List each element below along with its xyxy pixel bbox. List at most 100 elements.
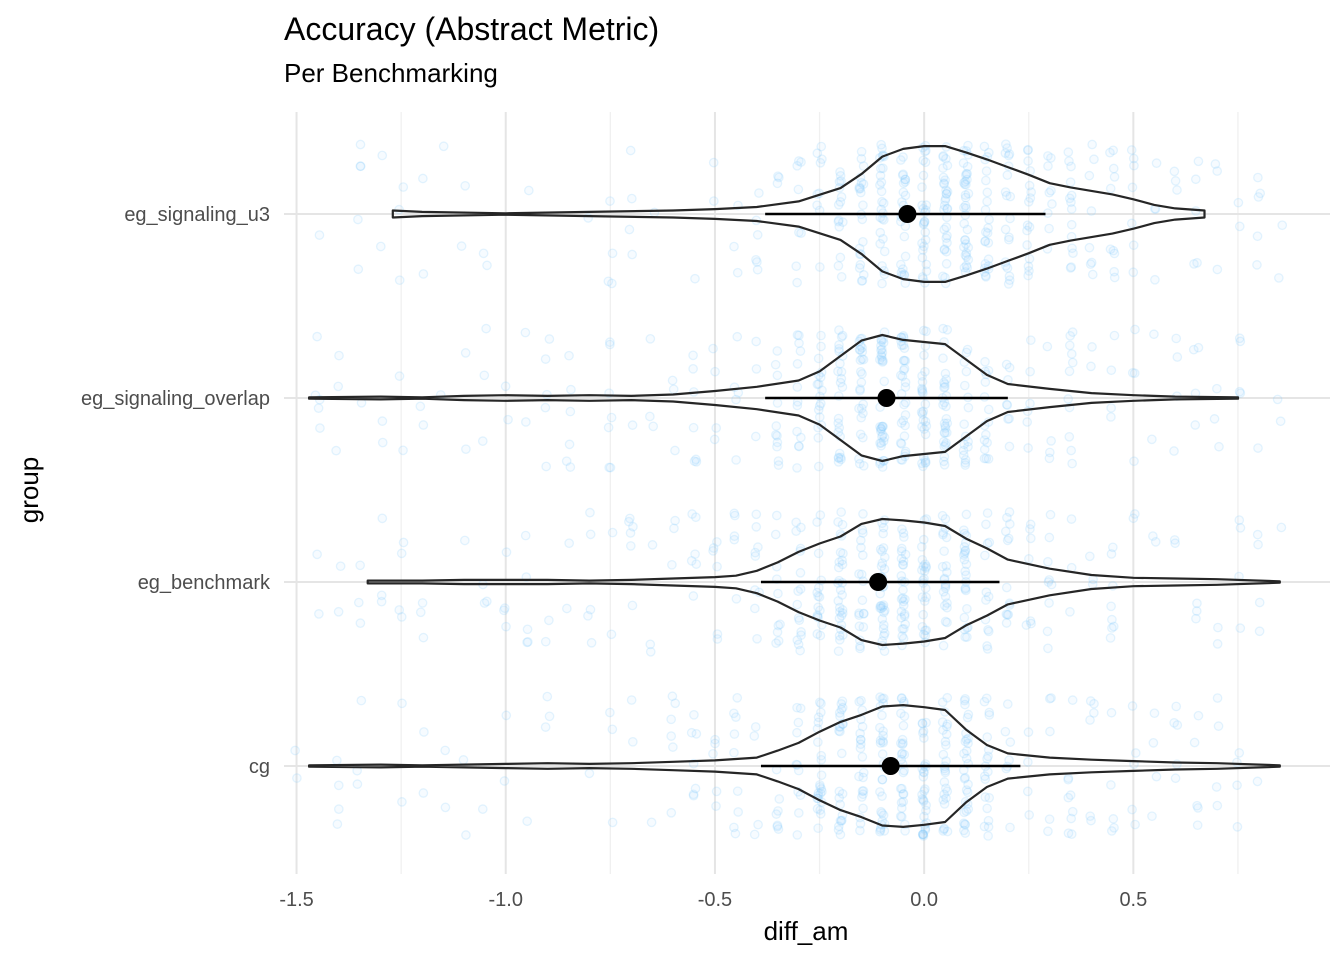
jitter-point — [983, 254, 994, 265]
jitter-point — [876, 603, 887, 614]
jitter-point — [415, 401, 426, 412]
jitter-point — [878, 600, 889, 610]
jitter-point — [771, 638, 781, 649]
jitter-point — [921, 326, 931, 337]
jitter-point — [939, 179, 949, 189]
jitter-point — [627, 600, 638, 611]
jitter-point — [1046, 153, 1056, 163]
jitter-point — [918, 534, 929, 545]
jitter-point — [896, 570, 907, 581]
y-tick-label: cg — [249, 756, 270, 778]
jitter-point — [941, 188, 952, 199]
jitter-point — [959, 179, 970, 190]
jitter-point — [896, 612, 907, 623]
jitter-point — [963, 254, 974, 265]
jitter-point — [398, 182, 409, 192]
jitter-point — [1172, 759, 1182, 770]
jitter-point — [837, 559, 848, 570]
jitter-point — [896, 267, 907, 278]
jitter-point — [1023, 261, 1034, 272]
jitter-point — [857, 550, 868, 561]
jitter-point — [1003, 533, 1014, 544]
jitter-point — [876, 806, 886, 817]
jitter-point — [689, 456, 700, 467]
jitter-point — [750, 551, 761, 561]
jitter-point — [835, 197, 846, 207]
jitter-point — [878, 337, 889, 348]
jitter-point — [1002, 535, 1013, 546]
jitter-point — [836, 699, 847, 709]
jitter-point — [1126, 218, 1137, 229]
jitter-point — [918, 575, 928, 586]
chart-title: Accuracy (Abstract Metric) — [284, 11, 659, 47]
y-tick-label: eg_signaling_overlap — [81, 388, 270, 410]
jitter-point — [898, 187, 909, 198]
jitter-point — [879, 630, 889, 641]
jitter-point — [834, 786, 845, 797]
jitter-point — [959, 695, 970, 706]
jitter-point — [314, 609, 324, 619]
jitter-point — [938, 725, 948, 735]
jitter-point — [835, 726, 845, 737]
jitter-point — [939, 427, 950, 438]
jitter-point — [877, 196, 887, 207]
jitter-point — [921, 561, 932, 572]
jitter-point — [1275, 416, 1286, 427]
jitter-point — [939, 789, 950, 800]
jitter-point — [1192, 800, 1202, 811]
jitter-point — [940, 175, 950, 186]
jitter-point — [732, 692, 743, 703]
jitter-point — [983, 404, 994, 415]
jitter-point — [918, 629, 929, 640]
jitter-point — [834, 602, 845, 613]
jitter-point — [938, 323, 948, 334]
jitter-point — [979, 444, 990, 455]
jitter-point — [917, 238, 927, 249]
jitter-point — [461, 444, 471, 455]
jitter-point — [959, 748, 969, 759]
jitter-point — [1066, 219, 1077, 230]
jitter-point — [962, 632, 972, 642]
jitter-point — [1193, 156, 1204, 167]
jitter-point — [856, 542, 866, 553]
jitter-point — [792, 277, 802, 288]
jitter-point — [1147, 811, 1157, 822]
jitter-point — [963, 738, 973, 749]
jitter-point — [898, 178, 909, 189]
jitter-point — [522, 637, 532, 648]
jitter-point — [960, 454, 971, 465]
jitter-point — [961, 203, 971, 214]
jitter-point — [855, 728, 865, 739]
jitter-point — [897, 524, 907, 535]
jitter-point — [1002, 143, 1013, 153]
jitter-point — [690, 783, 701, 794]
jitter-point — [961, 260, 972, 271]
jitter-point — [793, 808, 804, 818]
jitter-point — [812, 148, 823, 159]
jitter-point — [854, 610, 864, 620]
jitter-point — [833, 413, 844, 424]
jitter-point — [1003, 150, 1014, 161]
jitter-point — [1252, 231, 1263, 242]
violins — [308, 145, 1281, 828]
jitter-point — [878, 693, 889, 704]
jitter-point — [896, 693, 907, 703]
jitter-point — [876, 350, 887, 361]
jitter-point — [835, 377, 846, 388]
jitter-point — [875, 180, 885, 190]
jitter-point — [941, 756, 951, 766]
jitter-point — [772, 398, 783, 408]
jitter-point — [793, 184, 804, 195]
jitter-point — [836, 271, 847, 282]
jitter-point — [857, 752, 868, 762]
jitter-point — [918, 219, 929, 230]
jitter-point — [1109, 822, 1119, 833]
jitter-point — [854, 403, 864, 414]
jitter-point — [1169, 446, 1179, 456]
jitter-point — [855, 344, 866, 355]
jitter-point — [813, 788, 824, 798]
jitter-point — [898, 789, 909, 799]
jitter-point — [1148, 737, 1159, 748]
jitter-point — [959, 262, 970, 273]
jitter-point — [918, 831, 929, 841]
